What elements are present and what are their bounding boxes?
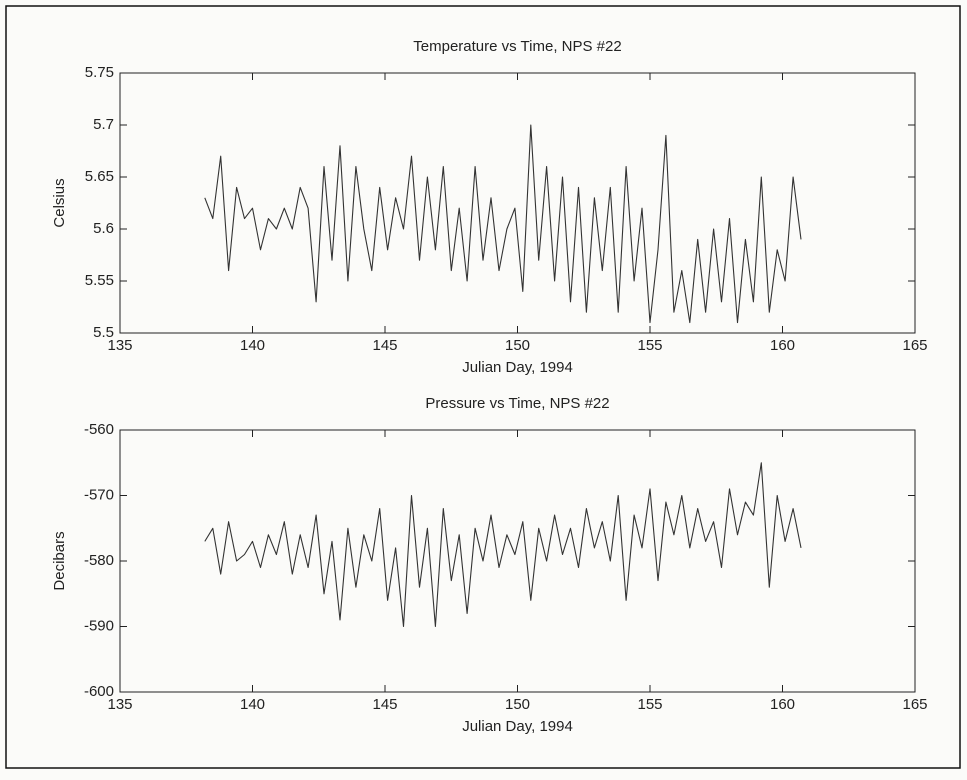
x-axis-label: Julian Day, 1994 xyxy=(462,359,573,376)
x-tick-label: 165 xyxy=(902,337,927,354)
x-tick-label: 145 xyxy=(372,696,397,713)
y-tick-label: 5.65 xyxy=(85,168,114,185)
y-axis-label: Decibars xyxy=(51,531,68,590)
x-tick-label: 135 xyxy=(107,337,132,354)
axis-box xyxy=(119,72,916,334)
x-tick-label: 160 xyxy=(770,337,795,354)
x-axis-label: Julian Day, 1994 xyxy=(462,718,573,735)
chart-title: Pressure vs Time, NPS #22 xyxy=(425,395,609,412)
x-tick-label: 155 xyxy=(637,696,662,713)
y-tick-label: 5.7 xyxy=(93,116,114,133)
x-tick-label: 155 xyxy=(637,337,662,354)
y-tick-label: 5.5 xyxy=(93,324,114,341)
data-line xyxy=(204,462,802,628)
y-tick-label: -590 xyxy=(84,617,114,634)
y-tick-label: -600 xyxy=(84,683,114,700)
y-tick-label: 5.75 xyxy=(85,64,114,81)
y-tick-label: -570 xyxy=(84,486,114,503)
x-tick-label: 135 xyxy=(107,696,132,713)
x-tick-label: 165 xyxy=(902,696,927,713)
data-line xyxy=(204,124,802,324)
y-tick-label: 5.6 xyxy=(93,220,114,237)
y-tick-label: -560 xyxy=(84,421,114,438)
x-tick-label: 145 xyxy=(372,337,397,354)
x-tick-label: 160 xyxy=(770,696,795,713)
axis-box xyxy=(119,429,916,693)
y-tick-label: -580 xyxy=(84,552,114,569)
x-tick-label: 150 xyxy=(505,696,530,713)
chart-title: Temperature vs Time, NPS #22 xyxy=(413,38,621,55)
y-axis-label: Celsius xyxy=(51,178,68,227)
page-frame xyxy=(5,5,961,769)
x-tick-label: 150 xyxy=(505,337,530,354)
x-tick-label: 140 xyxy=(240,696,265,713)
x-tick-label: 140 xyxy=(240,337,265,354)
y-tick-label: 5.55 xyxy=(85,272,114,289)
